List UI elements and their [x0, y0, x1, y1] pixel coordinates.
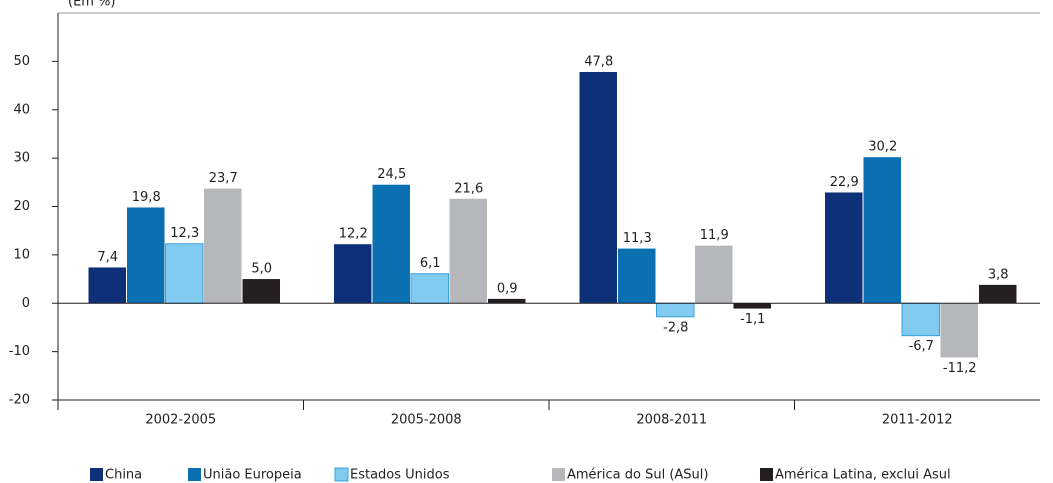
value-label: -1,1	[740, 312, 765, 327]
legend-label: União Europeia	[203, 468, 302, 483]
value-label: 21,6	[454, 181, 483, 196]
value-label: 11,3	[623, 231, 652, 246]
value-label: 5,0	[251, 262, 272, 277]
bar	[695, 245, 733, 304]
x-tick-label: 2005-2008	[391, 413, 462, 428]
legend-swatch	[760, 468, 773, 481]
legend-label: América do Sul (ASul)	[567, 468, 708, 483]
bar	[979, 284, 1017, 304]
y-tick-label: 20	[13, 199, 30, 214]
bar	[488, 298, 526, 304]
y-tick-label: 0	[22, 296, 30, 311]
legend-swatch	[90, 468, 103, 481]
y-tick-label: -10	[9, 344, 30, 359]
value-label: -11,2	[943, 361, 977, 376]
y-axis-label: (Em %)	[68, 0, 116, 10]
bar	[579, 72, 617, 304]
bar	[372, 184, 410, 304]
value-label: -2,8	[663, 320, 688, 335]
value-label: 6,1	[420, 256, 441, 271]
y-tick-label: 10	[13, 247, 30, 262]
value-label: 12,2	[339, 227, 368, 242]
legend-label: China	[105, 468, 142, 483]
bar	[204, 188, 242, 304]
bar	[825, 192, 863, 304]
value-label: 11,9	[700, 228, 729, 243]
legend-swatch	[188, 468, 201, 481]
y-tick-label: -20	[9, 393, 30, 408]
value-label: 7,4	[97, 250, 118, 265]
value-label: 24,5	[377, 167, 406, 182]
bar	[863, 157, 901, 304]
bar	[410, 273, 449, 304]
value-label: 22,9	[830, 175, 859, 190]
value-label: 30,2	[868, 140, 897, 155]
value-label: 0,9	[497, 281, 518, 296]
bar	[940, 303, 978, 358]
value-label: 3,8	[988, 267, 1009, 282]
bar	[618, 248, 656, 304]
x-tick-label: 2011-2012	[882, 413, 953, 428]
bar	[733, 303, 771, 309]
value-label: -6,7	[909, 339, 934, 354]
legend-swatch	[334, 467, 349, 482]
legend-label: América Latina, exclui Asul	[775, 468, 951, 483]
bar	[334, 244, 372, 304]
y-tick-label: 40	[13, 102, 30, 117]
value-label: 12,3	[170, 226, 199, 241]
value-label: 19,8	[132, 190, 161, 205]
y-tick-label: 50	[13, 54, 30, 69]
x-tick-label: 2008-2011	[636, 413, 707, 428]
bar	[127, 207, 165, 304]
bar	[449, 198, 487, 304]
bar	[656, 302, 695, 318]
y-tick-label: 30	[13, 151, 30, 166]
bar	[901, 302, 940, 337]
bar	[88, 267, 126, 304]
value-label: 23,7	[209, 171, 238, 186]
legend-swatch	[552, 468, 565, 481]
value-label: 47,8	[584, 55, 613, 70]
bar	[165, 243, 204, 304]
x-tick-label: 2002-2005	[145, 413, 216, 428]
bar	[242, 279, 280, 304]
legend-label: Estados Unidos	[350, 468, 450, 483]
